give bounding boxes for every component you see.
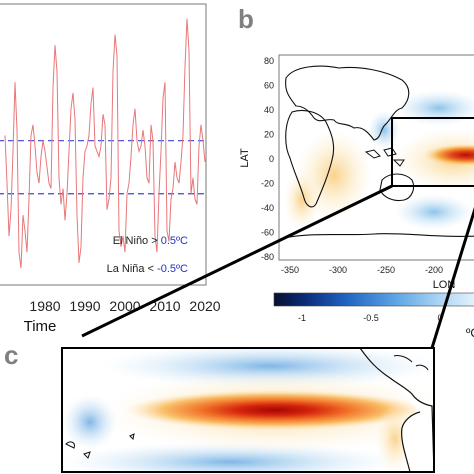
lat-tick-label: 0 — [269, 154, 274, 164]
legend-el-nino-text: El Niño > — [113, 235, 158, 247]
legend-el-nino: El Niño > 0.5ºC — [113, 235, 188, 247]
lat-ticks: 80 60 40 20 0 -20 -40 -60 -80 — [261, 56, 274, 262]
colorbar-tick-label: -0.5 — [363, 313, 379, 323]
map-c-anomaly-warm-core — [125, 390, 425, 430]
legend-la-nina: La Niña < -0.5ºC — [107, 263, 188, 275]
colorbar — [273, 292, 474, 307]
lat-tick-label: 20 — [264, 130, 274, 140]
lon-tick-label: -250 — [377, 265, 395, 275]
x-axis-ticks: 1980 1990 2000 2010 2020 — [29, 298, 220, 314]
map-b-coastline-eurasia — [285, 65, 410, 141]
x-tick-label: 2020 — [189, 298, 220, 314]
lat-tick-label: -20 — [261, 179, 274, 189]
colorbar-unit: ºC — [466, 326, 474, 340]
lat-tick-label: -60 — [261, 228, 274, 238]
nino-region-box — [391, 117, 474, 187]
x-tick-label: 1990 — [69, 298, 100, 314]
map-b-anomaly-pacific-warm-core — [424, 144, 474, 166]
lon-ticks: -350-300-250-200-15 — [281, 265, 443, 275]
colorbar-tick-label: -1 — [298, 313, 306, 323]
lat-tick-label: -80 — [261, 252, 274, 262]
lon-axis-label: LON — [433, 279, 456, 291]
panel-b-letter: b — [238, 4, 254, 34]
map-b-anomaly-north-pacific-cool — [394, 90, 474, 126]
lon-tick-label: -200 — [425, 265, 443, 275]
map-b-anomaly-west-pacific-cool — [368, 110, 400, 150]
panel-c-map — [61, 347, 435, 473]
lat-axis-label: LAT — [239, 148, 251, 168]
panel-a-chart: 1980 1990 2000 2010 2020 El Niño > 0.5ºC La … — [0, 3, 221, 335]
colorbar-tick-label: 0 — [437, 313, 442, 323]
map-b-anomaly-atlantic — [284, 170, 320, 230]
x-tick-label: 1980 — [29, 298, 60, 314]
legend-la-nina-value: -0.5ºC — [157, 263, 188, 275]
lat-tick-label: 80 — [264, 56, 274, 66]
panel-c-letter: c — [4, 340, 19, 370]
map-c-frame — [61, 347, 435, 473]
lon-tick-label: -300 — [329, 265, 347, 275]
colorbar-ticks: -1 -0.5 0 — [298, 313, 443, 323]
map-b-coastline-indonesia — [364, 147, 405, 167]
lat-tick-label: 60 — [264, 81, 274, 91]
x-tick-label: 2000 — [109, 298, 140, 314]
lat-tick-label: -40 — [261, 203, 274, 213]
x-axis-label: Time — [24, 318, 57, 335]
lat-tick-label: 40 — [264, 105, 274, 115]
panel-b-map: 80 60 40 20 0 -20 -40 -60 -80 -350 -300 -250 -200 -1… — [239, 54, 474, 340]
legend-el-nino-value: 0.5ºC — [161, 235, 188, 247]
map-c-coastline-islands — [65, 433, 135, 459]
x-tick-label: 2010 — [149, 298, 180, 314]
map-c-coastline-americas — [359, 348, 434, 472]
legend-la-nina-text: La Niña < — [107, 263, 154, 275]
map-c-coastline-caribbean — [393, 355, 429, 371]
lon-tick-label: -350 — [281, 265, 299, 275]
